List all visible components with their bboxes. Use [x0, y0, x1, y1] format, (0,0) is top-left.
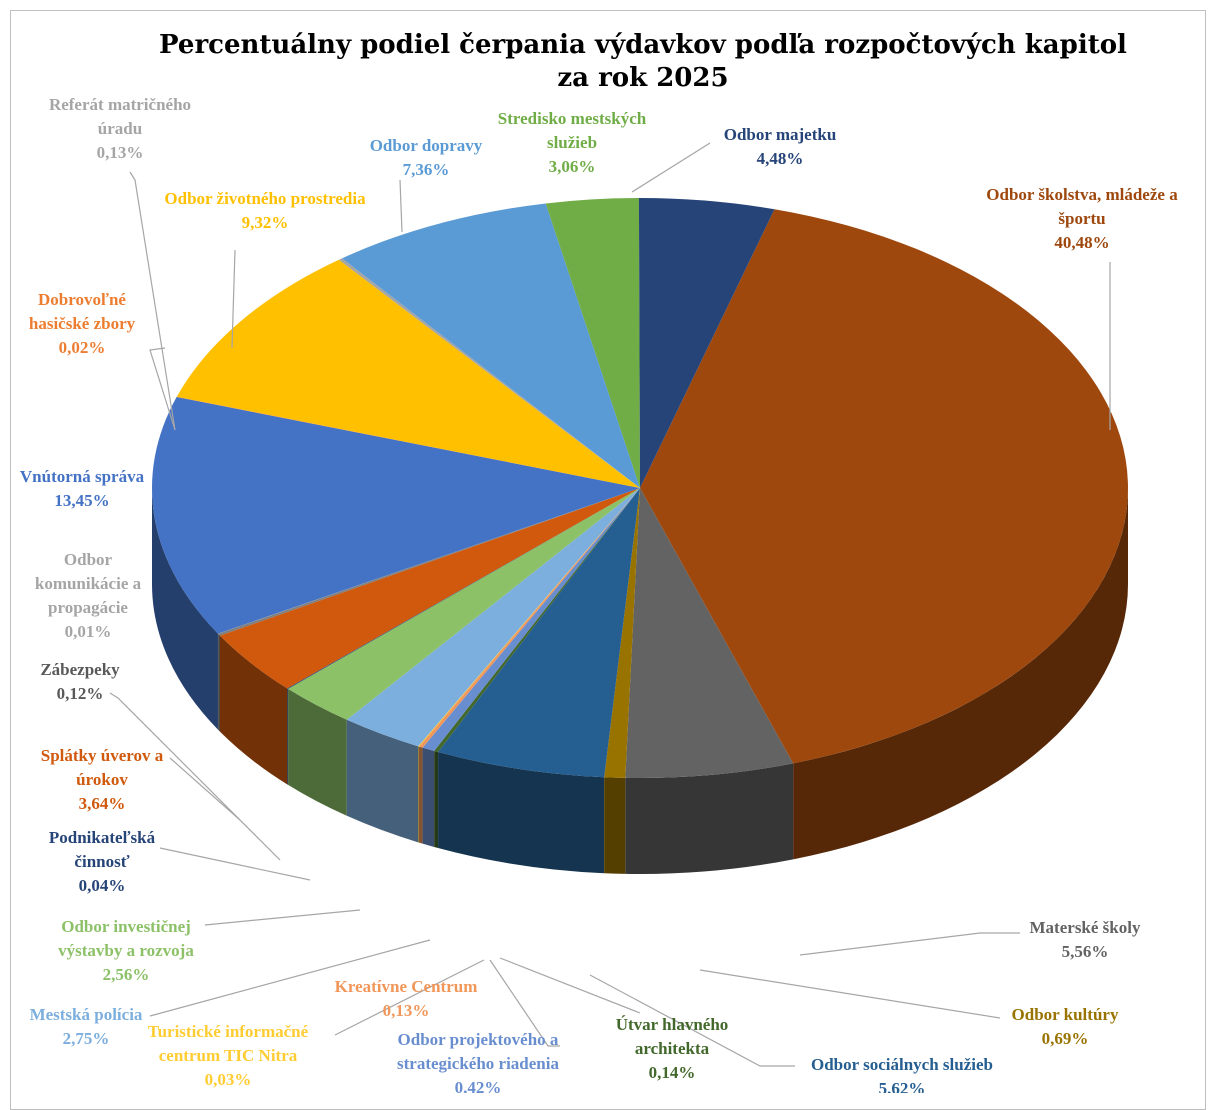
leader-line — [170, 758, 240, 820]
pie-slice-side — [419, 747, 423, 844]
slice-value: 2,56% — [103, 965, 150, 984]
slice-label: Materské školy 5,56% — [1030, 918, 1141, 961]
slice-value: 3,64% — [79, 794, 126, 813]
slice-value: 0,04% — [79, 876, 126, 895]
leader-line — [632, 143, 710, 192]
slice-label-line: úrokov — [76, 770, 128, 789]
slice-label-line: Stredisko mestských — [498, 109, 647, 128]
slice-label-line: Materské školy — [1030, 918, 1141, 937]
leader-line — [160, 848, 310, 880]
slice-value: 0,13% — [97, 143, 144, 162]
slice-label: Odbor projektového a strategického riaden… — [397, 1030, 559, 1093]
slice-label-line: Odbor sociálnych služieb — [811, 1055, 993, 1074]
slice-label-line: Odbor projektového a — [398, 1030, 559, 1049]
slice-label: Stredisko mestských služieb 3,06% — [498, 109, 647, 176]
slice-label-line: Útvar hlavného — [616, 1015, 729, 1034]
slice-label-line: strategického riadenia — [397, 1054, 559, 1073]
slice-label: Odbor sociálnych služieb 5,62% — [811, 1055, 993, 1093]
slice-label-line: Podnikateľská — [49, 828, 156, 847]
pie-slice-side — [604, 777, 625, 874]
slice-label-line: Splátky úverov a — [41, 746, 164, 765]
slice-label: Zábezpeky 0,12% — [40, 660, 120, 703]
slice-label-line: Kreatívne Centrum — [335, 977, 478, 996]
slice-label: Mestská polícia 2,75% — [30, 1005, 143, 1048]
slice-label-line: centrum TIC Nitra — [159, 1046, 298, 1065]
slice-label: Odbor dopravy 7,36% — [370, 136, 483, 179]
slice-value: 9,32% — [242, 213, 289, 232]
slice-label-line: Odbor majetku — [724, 125, 837, 144]
pie-slice-side — [423, 748, 435, 847]
slice-label-line: Odbor — [64, 550, 113, 569]
slice-value: 0,14% — [649, 1063, 696, 1082]
slice-label-line: športu — [1058, 209, 1105, 228]
slice-label-line: Odbor investičnej — [61, 917, 191, 936]
slice-label: Vnútorná správa 13,45% — [20, 467, 145, 510]
slice-label: Odbor školstva, mládeže a športu 40,48% — [986, 185, 1178, 252]
slice-label: Dobrovoľné hasičské zbory 0,02% — [29, 290, 136, 357]
slice-label: Podnikateľská činnosť 0,04% — [49, 828, 156, 895]
slice-value: 0,69% — [1042, 1029, 1089, 1048]
slice-label: Odbor komunikácie a propagácie 0,01% — [35, 550, 142, 641]
leader-line — [205, 910, 360, 925]
slice-label-line: výstavby a rozvoja — [58, 941, 194, 960]
slice-value: 13,45% — [54, 491, 109, 510]
slice-label-line: architekta — [635, 1039, 710, 1058]
chart-title-line-2: za rok 2025 — [557, 63, 728, 93]
slice-label-line: Turistické informačné — [148, 1022, 309, 1041]
slice-label: Odbor majetku 4,48% — [724, 125, 837, 168]
slice-value: 7,36% — [403, 160, 450, 179]
slice-label-line: Referát matričného — [49, 95, 191, 114]
slice-label: Splátky úverov a úrokov 3,64% — [41, 746, 164, 813]
slice-value: 0,02% — [59, 338, 106, 357]
slice-label-line: činnosť — [74, 852, 129, 871]
slice-label-line: Mestská polícia — [30, 1005, 143, 1024]
pie-slice-side — [218, 634, 220, 732]
pie-slice-side — [434, 751, 438, 848]
leader-line — [400, 180, 402, 232]
slice-label-line: Zábezpeky — [40, 660, 120, 679]
leader-line — [800, 933, 1020, 955]
slice-label-line: komunikácie a — [35, 574, 142, 593]
slice-value: 40,48% — [1054, 233, 1109, 252]
slice-label-line: služieb — [547, 133, 597, 152]
slice-label-line: Odbor kultúry — [1012, 1005, 1119, 1024]
slice-value: 5,56% — [1062, 942, 1109, 961]
leader-line — [700, 970, 1000, 1018]
slice-label-line: Vnútorná správa — [20, 467, 145, 486]
slice-label: Turistické informačné centrum TIC Nitra 0,… — [148, 1022, 309, 1089]
pie-slice-side — [418, 746, 419, 842]
slice-value: 0,03% — [205, 1070, 252, 1089]
leader-line — [335, 960, 484, 1035]
pie-slice-side — [287, 688, 288, 785]
leader-line — [150, 348, 175, 430]
slice-label-line: Dobrovoľné — [38, 290, 126, 309]
slice-value: 3,06% — [549, 157, 596, 176]
slice-label: Odbor investičnej výstavby a rozvoja 2,56% — [58, 917, 194, 984]
slice-value: 0,01% — [65, 622, 112, 641]
slice-value: 4,48% — [757, 149, 804, 168]
slice-label-line: Odbor dopravy — [370, 136, 483, 155]
slice-value: 0,13% — [383, 1001, 430, 1020]
slice-label: Odbor kultúry 0,69% — [1012, 1005, 1119, 1048]
slice-value: 2,75% — [63, 1029, 110, 1048]
leader-line — [500, 958, 640, 1013]
slice-label-line: Odbor životného prostredia — [164, 189, 366, 208]
slice-value: 0,12% — [57, 684, 104, 703]
chart-title-line-1: Percentuálny podiel čerpania výdavkov po… — [159, 30, 1127, 60]
pie-slice-side — [625, 763, 793, 874]
slice-label-line: úradu — [98, 119, 142, 138]
slice-value: 0,42% — [455, 1078, 502, 1093]
slice-label-line: hasičské zbory — [29, 314, 136, 333]
leader-line — [130, 172, 175, 430]
slice-label: Kreatívne Centrum 0,13% — [335, 977, 478, 1020]
slice-label-line: propagácie — [48, 598, 128, 617]
slice-value: 5,62% — [879, 1079, 926, 1093]
slice-label: Referát matričného úradu 0,13% — [49, 95, 191, 162]
slice-label: Odbor životného prostredia 9,32% — [164, 189, 366, 232]
slice-label-line: Odbor školstva, mládeže a — [986, 185, 1178, 204]
slice-label: Útvar hlavného architekta 0,14% — [616, 1015, 729, 1082]
